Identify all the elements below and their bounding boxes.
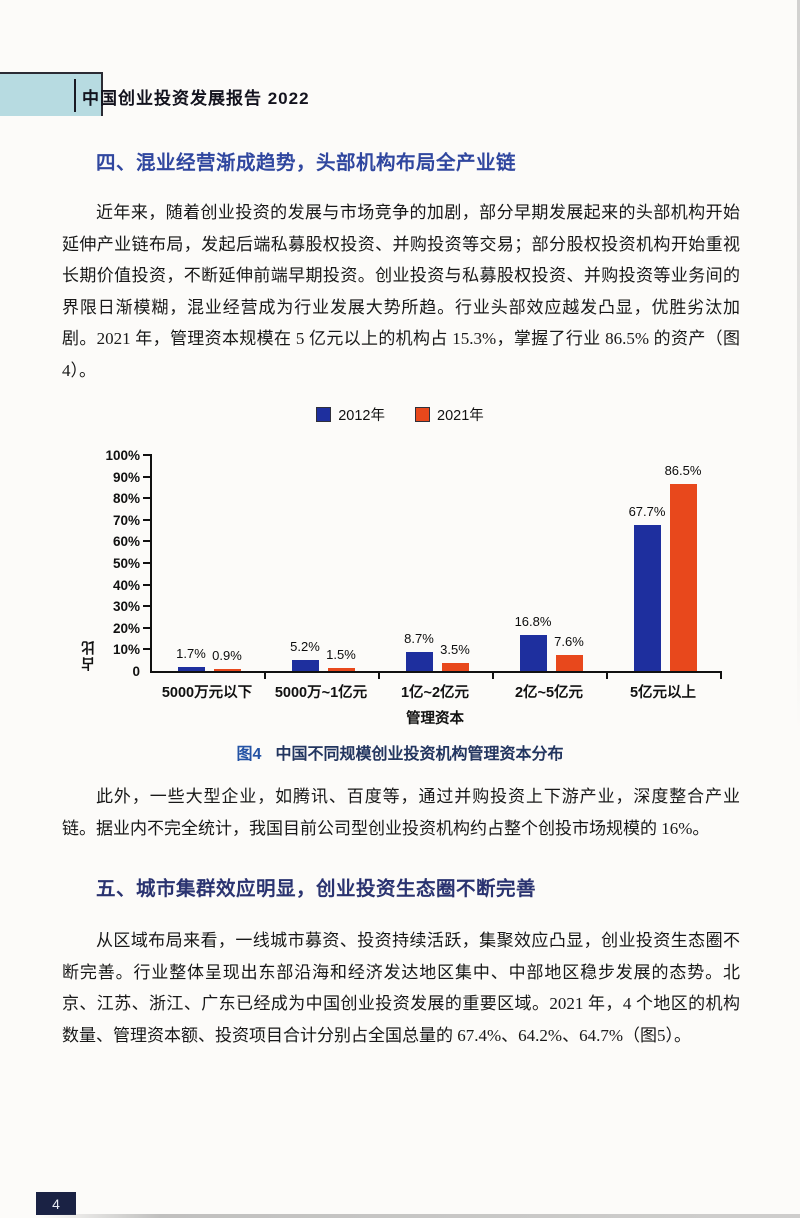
y-tick-label: 40% [112,577,140,593]
y-tick-mark [143,626,152,629]
x-tick-mark [264,671,266,679]
section5-heading: 五、城市集群效应明显，创业投资生态圈不断完善 [96,878,537,900]
plot-area: 1.7% 0.9% 5.2% 1.5% 8.7% 3.5% 16.8% 7.6% 67.7% 86… [143,454,722,679]
bar-group: 16.8% 7.6% [494,455,608,671]
y-tick-mark [143,562,152,564]
y-tick-label: 100% [105,448,140,463]
y-tick-label: 10% [112,642,140,658]
bar-group: 8.7% 3.5% [380,455,494,671]
bar-value-label: 16.8% [514,613,552,629]
figure4-caption-label: 图4 [236,746,262,763]
y-tick-mark [143,583,152,586]
section5-paragraph-1: 从区域布局来看，一线城市募资、投资持续活跃，集聚效应凸显，创业投资生态圈不断完善… [62,931,740,1045]
scan-right-shadow [797,0,800,731]
y-tick-label: 20% [112,620,140,636]
y-axis-labels: 100% 90% 80% 70% 60% 50% 40% 30% 20% 10% 0 [98,448,150,679]
y-tick-mark [143,497,152,500]
y-tick-mark [143,605,152,608]
bar-value-label: 5.2% [290,638,320,654]
y-tick-mark [143,454,152,456]
x-category-label: 2亿~5亿元 [514,685,584,701]
chart-legend: 2012年 2021年 [58,404,742,425]
y-tick-label: 60% [112,534,140,550]
x-category-label: 5000万元以下 [161,685,253,701]
title-divider-line [74,79,76,112]
bar-chart: 占比 100% 90% 80% 70% 60% 50% 40% 30% 20% 10% 0 1.7%… [58,441,742,728]
section4-paragraph-1: 近年来，随着创业投资的发展与市场竞争的加剧，部分早期发展起来的头部机构开始延伸产… [62,203,740,380]
x-tick-mark [492,671,494,679]
bar-2021年: 7.6% [554,634,584,671]
y-tick-label: 70% [112,512,140,528]
y-tick-mark [143,518,152,521]
bar-2021年: 86.5% [665,463,701,671]
bar-value-label: 8.7% [404,631,434,647]
header-accent-band [0,72,103,116]
bar-value-label: 86.5% [664,463,702,479]
bar-value-label: 1.7% [176,646,206,662]
bar-2012年: 8.7% [404,631,434,671]
figure4: 2012年 2021年 占比 100% 90% 80% 70% 60% 50% 40% 30% 2… [58,404,742,764]
y-tick-label: 90% [112,469,140,485]
bar-2012年: 1.7% [176,646,206,671]
y-tick-mark [143,540,152,543]
figure4-caption: 图4 中国不同规模创业投资机构管理资本分布 [58,740,742,764]
x-category-label: 5000万~1亿元 [274,685,368,701]
report-title: 中国创业投资发展报告 2022 [82,89,310,108]
y-tick-label: 80% [112,491,140,507]
bar-2012年: 16.8% [515,614,551,671]
y-tick-mark [143,648,152,651]
legend-item: 2012年 [316,404,385,425]
bar-2012年: 67.7% [629,504,665,671]
y-tick-label: 0 [132,664,140,679]
bar-value-label: 3.5% [440,642,470,658]
bar-group: 5.2% 1.5% [266,455,380,671]
section4-heading: 四、混业经营渐成趋势，头部机构布局全产业链 [96,152,517,174]
x-axis-title: 管理资本 [406,711,464,727]
legend-swatch-icon [316,407,332,422]
bar-group: 1.7% 0.9% [152,455,266,671]
legend-label: 2021年 [437,408,484,424]
bar-2021年: 1.5% [326,647,356,671]
x-tick-mark [720,671,722,679]
y-axis-title: 占比 [80,639,96,671]
bar-value-label: 7.6% [554,633,584,649]
figure4-caption-text: 中国不同规模创业投资机构管理资本分布 [275,746,564,763]
legend-label: 2012年 [338,408,385,424]
x-tick-mark [606,671,608,679]
x-category-label: 5亿元以上 [629,685,697,701]
plot-wrap: 1.7% 0.9% 5.2% 1.5% 8.7% 3.5% 16.8% 7.6% 67.7% 86… [143,454,722,728]
x-axis-category-labels: 5000万元以下 5000万~1亿元 1亿~2亿元 2亿~5亿元 5亿元以上 [150,681,720,705]
legend-swatch-icon [415,407,430,422]
legend-item: 2021年 [415,404,484,425]
bar-value-label: 0.9% [212,648,242,664]
section4-paragraph-2: 此外，一些大型企业，如腾讯、百度等，通过并购投资上下游产业，深度整合产业链。据业… [62,787,740,838]
bar-group: 67.7% 86.5% [608,455,722,671]
x-category-label: 1亿~2亿元 [400,685,470,701]
x-tick-mark [378,671,380,679]
bar-value-label: 1.5% [326,646,356,662]
y-tick-label: 30% [112,599,140,615]
page-number-badge: 4 [36,1192,76,1215]
bar-2012年: 5.2% [290,639,320,671]
bar-2021年: 3.5% [440,642,470,671]
scan-bottom-shadow [0,1214,800,1218]
y-tick-mark [143,475,152,478]
bar-2021年: 0.9% [212,648,242,671]
y-tick-label: 50% [112,556,140,571]
bar-value-label: 67.7% [628,503,666,519]
